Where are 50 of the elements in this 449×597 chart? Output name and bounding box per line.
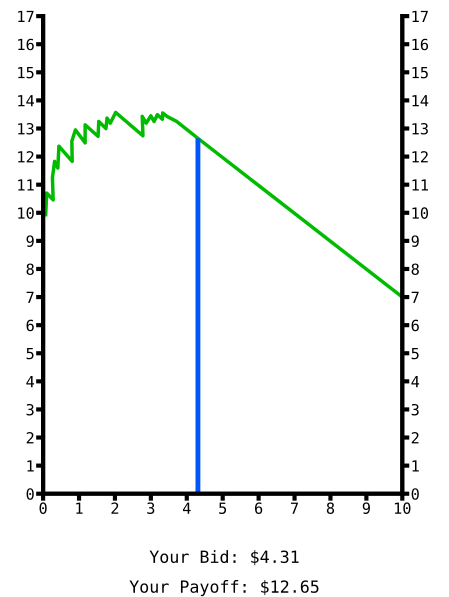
y-tick-label: 12 [18, 151, 34, 162]
x-tick-label: 6 [255, 502, 262, 514]
x-tick-label: 10 [394, 502, 411, 514]
y-tick-label: 9 [26, 235, 34, 247]
y-tick-label: 8 [26, 263, 34, 276]
y-tick-label: 17 [18, 10, 34, 22]
y2-tick-label: 13 [412, 123, 428, 135]
y-tick-label: 16 [18, 38, 34, 50]
y2-tick-label: 17 [412, 10, 428, 22]
y-tick-label: 4 [26, 376, 34, 388]
x-tick-label: 3 [147, 502, 154, 514]
y-tick-label: 14 [18, 95, 34, 106]
y2-tick-label: 2 [412, 432, 419, 444]
line-series [44, 110, 402, 299]
y2-tick-label: 10 [412, 207, 428, 219]
y-tick-label: 6 [26, 320, 34, 332]
x-tick-label: 2 [111, 502, 118, 514]
y2-tick-label: 15 [412, 67, 428, 78]
y2-tick-label: 16 [412, 38, 428, 50]
text: Your Bid: $4.31 [150, 550, 299, 566]
y-tick-label: 5 [26, 348, 34, 360]
x-tick-label: 5 [219, 502, 226, 514]
y-tick-label: 1 [27, 460, 34, 472]
y2-tick-label: 6 [412, 320, 419, 332]
y2-tick-label: 12 [412, 151, 428, 162]
y2-tick-label: 0 [412, 488, 419, 500]
y-tick-label: 0 [26, 488, 34, 500]
y-tick-label: 7 [26, 292, 34, 303]
y-tick-label: 3 [26, 404, 34, 416]
text: Your Payoff: $12.65 [129, 580, 318, 596]
y2-tick-label: 3 [412, 404, 419, 416]
y2-tick-label: 8 [412, 263, 419, 276]
y2-tick-label: 14 [412, 95, 428, 106]
y-tick-label: 15 [18, 67, 34, 78]
x-tick-label: 7 [290, 502, 298, 514]
y2-tick-label: 9 [412, 235, 419, 247]
y-tick-label: 11 [18, 179, 34, 191]
x-tick-label: 4 [182, 502, 191, 514]
y2-tick-label: 4 [411, 376, 420, 388]
y2-tick-label: 7 [412, 292, 419, 303]
y2-tick-label: 1 [412, 460, 419, 472]
y-tick-label: 2 [26, 432, 34, 444]
y-tick-label: 10 [18, 207, 34, 219]
x-tick-label: 0 [40, 502, 47, 514]
y2-tick-label: 5 [412, 348, 419, 360]
y-tick-label: 13 [18, 123, 34, 135]
x-tick-label: 8 [326, 502, 334, 514]
x-tick-label: 9 [362, 502, 370, 514]
y2-tick-label: 11 [412, 179, 428, 191]
x-tick-label: 1 [76, 502, 83, 514]
